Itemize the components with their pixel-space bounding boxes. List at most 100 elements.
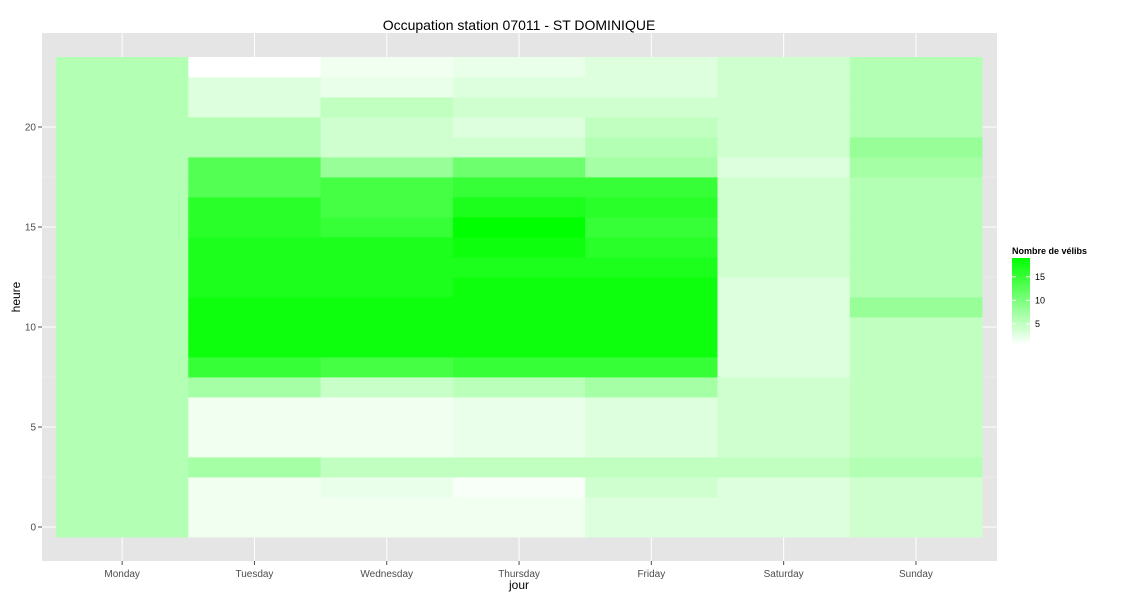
heatmap-cell	[585, 257, 718, 278]
heatmap-cell	[320, 457, 454, 478]
heatmap-cell	[188, 237, 321, 258]
heatmap-cell	[452, 377, 586, 398]
heatmap-cell	[849, 397, 983, 418]
heatmap-cell	[320, 77, 454, 98]
heatmap-cell	[188, 157, 321, 178]
y-axis-title: heure	[9, 281, 23, 312]
heatmap-cell	[717, 497, 851, 518]
y-axis-ticks: 0 5 10 15 20	[25, 123, 42, 534]
heatmap-cell	[320, 437, 454, 458]
heatmap-cell	[717, 197, 851, 218]
heatmap-cell	[320, 517, 454, 538]
heatmap-cell	[320, 177, 454, 198]
heatmap-cell	[452, 257, 586, 278]
heatmap-cell	[56, 77, 189, 98]
chart-title: Occupation station 07011 - ST DOMINIQUE	[383, 17, 656, 33]
heatmap-cell	[849, 437, 983, 458]
heatmap-cell	[56, 177, 189, 198]
heatmap-cell	[849, 317, 983, 338]
heatmap-cell	[849, 137, 983, 158]
heatmap-cell	[320, 397, 454, 418]
heatmap-cell	[452, 157, 586, 178]
y-tick-label: 15	[25, 223, 37, 234]
legend: Nombre de vélibs 5 10 15	[1012, 246, 1087, 345]
heatmap-cell	[717, 397, 851, 418]
heatmap-cell	[452, 217, 586, 238]
heatmap-cell	[56, 517, 189, 538]
heatmap-cell	[320, 257, 454, 278]
heatmap-cell	[452, 517, 586, 538]
heatmap-cell	[717, 97, 851, 118]
heatmap-cell	[188, 77, 321, 98]
heatmap-cell	[320, 357, 454, 378]
heatmap-cell	[452, 297, 586, 318]
heatmap-cell	[188, 377, 321, 398]
heatmap-cell	[56, 477, 189, 498]
heatmap-cell	[320, 157, 454, 178]
heatmap-cell	[320, 137, 454, 158]
heatmap-cell	[320, 297, 454, 318]
heatmap-cell	[717, 317, 851, 338]
x-tick-label: Monday	[104, 569, 140, 580]
heatmap-cell	[717, 217, 851, 238]
heatmap-cell	[56, 377, 189, 398]
heatmap-cell	[849, 357, 983, 378]
heatmap-cell	[452, 197, 586, 218]
heatmap-cell	[717, 117, 851, 138]
x-tick-label: Wednesday	[360, 569, 413, 580]
heatmap-cell	[717, 237, 851, 258]
heatmap-cell	[452, 437, 586, 458]
heatmap-cell	[188, 477, 321, 498]
heatmap-cell	[717, 357, 851, 378]
heatmap-cell	[849, 457, 983, 478]
x-tick-label: Tuesday	[235, 569, 273, 580]
heatmap-cell	[849, 97, 983, 118]
heatmap-cell	[585, 437, 718, 458]
heatmap-cell	[188, 177, 321, 198]
heatmap-cell	[849, 217, 983, 238]
heatmap-cell	[717, 57, 851, 78]
heatmap-cell	[188, 457, 321, 478]
heatmap-cell	[585, 277, 718, 298]
legend-tick-label: 10	[1035, 295, 1045, 305]
heatmap-cell	[717, 177, 851, 198]
heatmap-cell	[56, 237, 189, 258]
heatmap-cell	[188, 297, 321, 318]
heatmap-cell	[56, 257, 189, 278]
heatmap-cell	[717, 257, 851, 278]
heatmap-cell	[188, 277, 321, 298]
heatmap-cell	[717, 517, 851, 538]
heatmap-cell	[585, 117, 718, 138]
heatmap-cell	[188, 257, 321, 278]
x-tick-label: Friday	[637, 569, 665, 580]
heatmap-cell	[188, 517, 321, 538]
heatmap-cell	[188, 337, 321, 358]
heatmap-cell	[320, 57, 454, 78]
heatmap-cell	[320, 317, 454, 338]
heatmap-cell	[585, 97, 718, 118]
heatmap-cell	[849, 197, 983, 218]
heatmap-tiles	[56, 57, 983, 538]
heatmap-cell	[56, 417, 189, 438]
heatmap-cell	[320, 237, 454, 258]
heatmap-cell	[452, 117, 586, 138]
heatmap-cell	[849, 57, 983, 78]
heatmap-cell	[717, 477, 851, 498]
heatmap-cell	[320, 217, 454, 238]
heatmap-cell	[585, 77, 718, 98]
heatmap-cell	[320, 117, 454, 138]
heatmap-cell	[56, 457, 189, 478]
heatmap-cell	[585, 137, 718, 158]
heatmap-cell	[849, 157, 983, 178]
heatmap-cell	[56, 337, 189, 358]
legend-title: Nombre de vélibs	[1012, 246, 1087, 256]
heatmap-cell	[188, 217, 321, 238]
heatmap-cell	[452, 97, 586, 118]
heatmap-cell	[717, 377, 851, 398]
heatmap-cell	[188, 317, 321, 338]
heatmap-cell	[585, 157, 718, 178]
heatmap-cell	[452, 237, 586, 258]
heatmap-cell	[585, 197, 718, 218]
x-tick-label: Thursday	[498, 569, 540, 580]
